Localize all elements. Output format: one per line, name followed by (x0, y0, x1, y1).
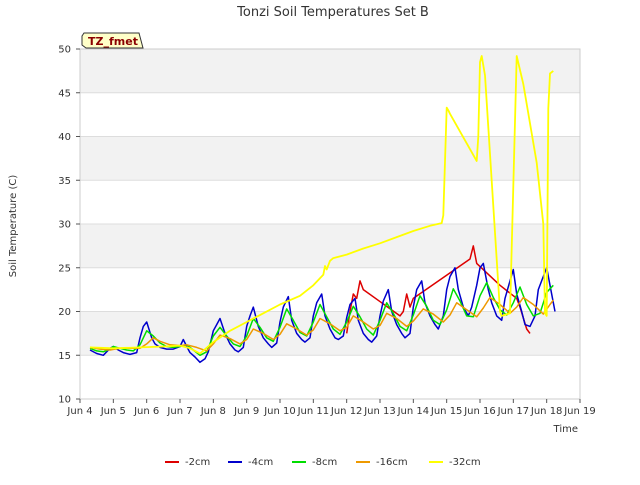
legend-label: -16cm (376, 457, 408, 468)
x-tick-label: Jun 6 (133, 406, 159, 417)
x-tick-label: Jun 7 (166, 406, 192, 417)
x-tick-label: Jun 15 (430, 406, 463, 417)
legend-label: -8cm (312, 457, 337, 468)
x-tick-label: Jun 9 (233, 406, 259, 417)
series-line-neg32cm (89, 55, 554, 355)
chart-title: Tonzi Soil Temperatures Set B (236, 5, 429, 20)
y-tick-label: 45 (58, 88, 71, 99)
x-tick-label: Jun 8 (200, 406, 226, 417)
legend-label: -2cm (185, 457, 210, 468)
plot-band (80, 136, 580, 181)
x-tick-label: Jun 4 (66, 406, 92, 417)
y-tick-label: 15 (58, 351, 71, 362)
y-tick-label: 50 (58, 45, 71, 56)
legend-label: -32cm (449, 457, 481, 468)
x-tick-label: Jun 17 (497, 406, 530, 417)
x-tick-label: Jun 19 (563, 406, 596, 417)
x-tick-label: Jun 16 (463, 406, 496, 417)
x-tick-label: Jun 18 (530, 406, 563, 417)
legend-label: -4cm (248, 457, 273, 468)
y-tick-label: 10 (58, 395, 71, 406)
series-line-neg4cm (89, 262, 556, 364)
y-tick-label: 20 (58, 307, 71, 318)
y-tick-label: 40 (58, 132, 71, 143)
series-line-neg8cm (89, 281, 554, 357)
y-axis-label: Soil Temperature (C) (8, 175, 19, 278)
site-badge-label: TZ_fmet (88, 35, 138, 48)
y-tick-label: 35 (58, 176, 71, 187)
x-tick-label: Jun 11 (297, 406, 330, 417)
site-badge: TZ_fmet (81, 32, 144, 49)
x-axis-label: Time (553, 424, 578, 435)
x-tick-label: Jun 14 (397, 406, 430, 417)
series-line-neg16cm (89, 296, 554, 352)
plot-band (80, 49, 580, 93)
x-tick-label: Jun 5 (100, 406, 126, 417)
series-line-neg2cm (345, 245, 531, 334)
x-tick-label: Jun 12 (330, 406, 363, 417)
legend: -2cm -4cm -8cm -16cm -32cm (165, 457, 481, 468)
x-tick-label: Jun 13 (363, 406, 396, 417)
plot-band (80, 311, 580, 356)
y-tick-label: 25 (58, 263, 71, 274)
x-tick-label: Jun 10 (263, 406, 296, 417)
y-tick-label: 30 (58, 220, 71, 231)
